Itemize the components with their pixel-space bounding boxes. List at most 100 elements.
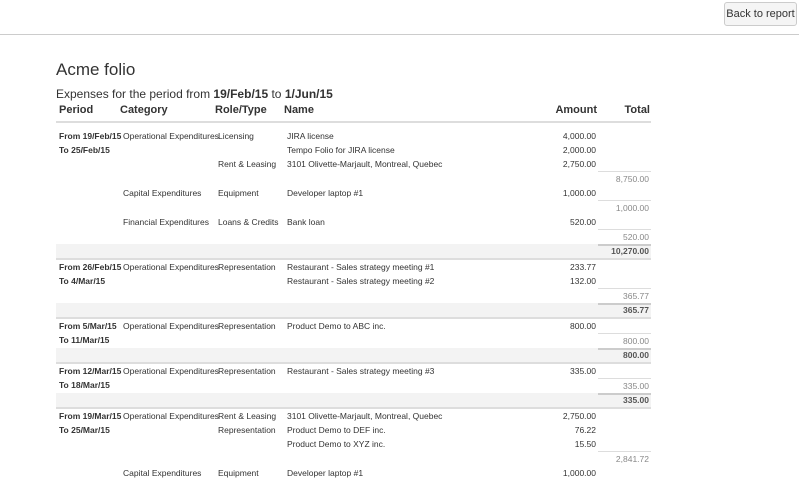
cell-amount: 233.77 xyxy=(570,262,596,272)
period-to: 1/Jun/15 xyxy=(284,87,333,101)
cell-name: Developer laptop #1 xyxy=(287,188,364,198)
subtotal-row: 2,841.72 xyxy=(56,451,651,466)
cell-category: Operational Expenditures xyxy=(123,262,219,272)
table-row: From 26/Feb/15 Operational Expenditures Re… xyxy=(56,259,651,274)
subtotal-row: 8,750.00 xyxy=(56,171,651,186)
cell-total: 335.00 xyxy=(623,395,649,405)
period-subtitle: Expenses for the period from 19/Feb/15 t… xyxy=(56,87,333,101)
table-row: To 25/Feb/15 Tempo Folio for JIRA license… xyxy=(56,143,651,157)
period-total-row: 365.77 xyxy=(56,303,651,318)
cell-period: To 11/Mar/15 xyxy=(59,335,110,345)
period-from: 19/Feb/15 xyxy=(213,87,269,101)
table-row: Rent & Leasing 3101 Olivette-Marjault, Mo… xyxy=(56,157,651,171)
cell-role: Equipment xyxy=(218,468,259,478)
cell-name: Restaurant - Sales strategy meeting #1 xyxy=(287,262,435,272)
table-row: Capital Expenditures Equipment Developer l… xyxy=(56,186,651,200)
cell-amount: 520.00 xyxy=(570,217,596,227)
cell-category: Financial Expenditures xyxy=(123,217,209,227)
subtotal-row: 520.00 xyxy=(56,229,651,244)
cell-period: To 25/Feb/15 xyxy=(59,145,110,155)
table-row: From 19/Feb/15 Operational Expenditures Li… xyxy=(56,129,651,143)
page-title: Acme folio xyxy=(56,60,136,79)
cell-category: Operational Expenditures xyxy=(123,366,219,376)
cell-role: Representation xyxy=(218,262,276,272)
table-row: From 19/Mar/15 Operational Expenditures Re… xyxy=(56,408,651,423)
cell-name: Bank loan xyxy=(287,217,325,227)
subtotal-row: To 18/Mar/15 335.00 xyxy=(56,378,651,393)
cell-name: Product Demo to ABC inc. xyxy=(287,321,386,331)
cell-period: From 19/Mar/15 xyxy=(59,411,122,421)
cell-total: 2,841.72 xyxy=(615,454,649,464)
col-name: Name xyxy=(284,104,314,116)
table-row: Product Demo to XYZ inc. 15.50 xyxy=(56,437,651,451)
cell-period: From 26/Feb/15 xyxy=(59,262,122,272)
cell-amount: 76.22 xyxy=(574,425,596,435)
col-amount: Amount xyxy=(555,104,597,116)
back-to-report-button[interactable]: Back to report xyxy=(724,2,797,26)
cell-amount: 132.00 xyxy=(570,276,596,286)
cell-category: Operational Expenditures xyxy=(123,321,219,331)
expenses-table: Period Category Role/Type Name Amount To… xyxy=(56,101,651,480)
cell-total: 335.00 xyxy=(623,381,649,391)
cell-total: 10,270.00 xyxy=(611,246,649,256)
period-total-row: 10,270.00 xyxy=(56,244,651,259)
cell-period: From 5/Mar/15 xyxy=(59,321,117,331)
cell-name: 3101 Olivette-Marjault, Montreal, Quebec xyxy=(287,411,443,421)
cell-amount: 1,000.00 xyxy=(562,188,596,198)
cell-role: Representation xyxy=(218,366,276,376)
cell-role: Licensing xyxy=(218,131,254,141)
cell-total: 800.00 xyxy=(623,350,649,360)
table-body: From 19/Feb/15 Operational Expenditures Li… xyxy=(56,129,651,480)
cell-category: Operational Expenditures xyxy=(123,411,219,421)
cell-total: 1,000.00 xyxy=(615,203,649,213)
cell-role: Loans & Credits xyxy=(218,217,279,227)
table-header: Period Category Role/Type Name Amount To… xyxy=(56,101,651,123)
subtitle-prefix: Expenses for the period from xyxy=(56,87,214,101)
cell-role: Representation xyxy=(218,425,276,435)
cell-category: Operational Expenditures xyxy=(123,131,219,141)
cell-name: Developer laptop #1 xyxy=(287,468,364,478)
table-row: From 5/Mar/15 Operational Expenditures Rep… xyxy=(56,318,651,333)
cell-name: Product Demo to XYZ inc. xyxy=(287,439,386,449)
subtotal-row: 1,000.00 xyxy=(56,200,651,215)
cell-category: Capital Expenditures xyxy=(123,188,202,198)
col-role: Role/Type xyxy=(215,104,267,116)
cell-role: Rent & Leasing xyxy=(218,411,277,421)
cell-total: 800.00 xyxy=(623,336,649,346)
col-period: Period xyxy=(59,104,94,116)
cell-amount: 2,750.00 xyxy=(562,159,596,169)
period-total-row: 335.00 xyxy=(56,393,651,408)
cell-category: Capital Expenditures xyxy=(123,468,202,478)
col-total: Total xyxy=(624,104,650,116)
cell-amount: 2,750.00 xyxy=(562,411,596,421)
cell-period: To 18/Mar/15 xyxy=(59,380,110,390)
cell-period: From 19/Feb/15 xyxy=(59,131,122,141)
cell-amount: 1,000.00 xyxy=(562,468,596,478)
cell-name: Restaurant - Sales strategy meeting #2 xyxy=(287,276,435,286)
cell-amount: 2,000.00 xyxy=(562,145,596,155)
cell-role: Rent & Leasing xyxy=(218,159,277,169)
table-row: Financial Expenditures Loans & Credits Ban… xyxy=(56,215,651,229)
cell-total: 365.77 xyxy=(623,305,649,315)
cell-period: To 4/Mar/15 xyxy=(59,276,106,286)
cell-name: JIRA license xyxy=(287,131,334,141)
cell-period: To 25/Mar/15 xyxy=(59,425,110,435)
cell-name: 3101 Olivette-Marjault, Montreal, Quebec xyxy=(287,159,443,169)
cell-amount: 15.50 xyxy=(574,439,596,449)
cell-name: Tempo Folio for JIRA license xyxy=(287,145,395,155)
cell-role: Equipment xyxy=(218,188,259,198)
top-bar: Back to report xyxy=(0,0,799,35)
subtotal-row: 365.77 xyxy=(56,288,651,303)
cell-amount: 335.00 xyxy=(570,366,596,376)
cell-amount: 800.00 xyxy=(570,321,596,331)
cell-total: 520.00 xyxy=(623,232,649,242)
table-row: To 4/Mar/15 Restaurant - Sales strategy m… xyxy=(56,274,651,288)
cell-name: Product Demo to DEF inc. xyxy=(287,425,386,435)
cell-total: 8,750.00 xyxy=(615,174,649,184)
cell-amount: 4,000.00 xyxy=(562,131,596,141)
cell-period: From 12/Mar/15 xyxy=(59,366,122,376)
table-row: From 12/Mar/15 Operational Expenditures Re… xyxy=(56,363,651,378)
subtitle-mid: to xyxy=(268,87,285,101)
cell-role: Representation xyxy=(218,321,276,331)
table-row: To 25/Mar/15 Representation Product Demo t… xyxy=(56,423,651,437)
